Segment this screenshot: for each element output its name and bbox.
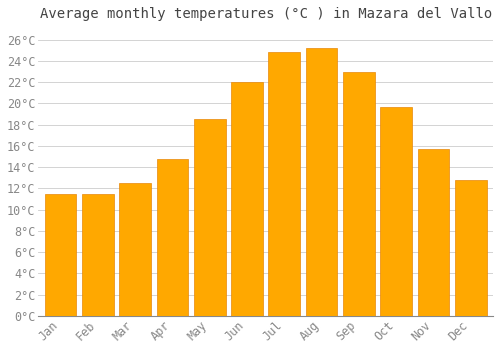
Bar — [268, 52, 300, 316]
Bar — [156, 159, 188, 316]
Bar — [455, 180, 486, 316]
Bar — [418, 149, 449, 316]
Bar — [306, 48, 338, 316]
Bar — [120, 183, 151, 316]
Bar — [194, 119, 226, 316]
Title: Average monthly temperatures (°C ) in Mazara del Vallo: Average monthly temperatures (°C ) in Ma… — [40, 7, 492, 21]
Bar — [231, 82, 263, 316]
Bar — [82, 194, 114, 316]
Bar — [343, 71, 374, 316]
Bar — [380, 107, 412, 316]
Bar — [44, 194, 76, 316]
